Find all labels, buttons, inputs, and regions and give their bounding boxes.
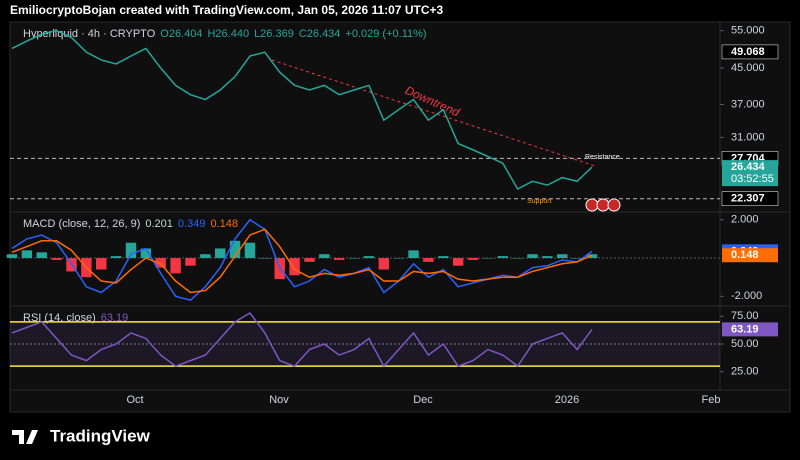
histogram-bar [393,258,404,259]
price-label-box [721,44,779,60]
last-value-label: 63.19 [731,323,759,335]
histogram-bar [497,256,508,259]
histogram-bar [438,256,449,259]
flag-icons [585,198,621,212]
resistance-annotation: Resistance [585,154,620,161]
histogram-bar [482,258,494,259]
ohlc-value: H26.440 [207,28,249,40]
header-title: EmiliocryptoBojan created with TradingVi… [10,3,443,17]
histogram-bar [423,258,434,262]
series-line [11,218,593,301]
ohlc-value: +0.029 (+0.11%) [345,28,426,40]
last-value-box [722,322,778,337]
series-line [11,228,593,294]
x-tick-label: 2026 [555,394,579,406]
y-tick-label: -2.000 [731,290,762,302]
histogram-bar [215,248,226,259]
histogram-bar [557,254,568,259]
histogram-bar [289,258,300,276]
support-annotation: Support [527,198,552,205]
y-tick-label: 31.000 [731,131,765,143]
y-tick-label: 2.000 [731,214,759,226]
histogram-bar [110,256,122,259]
histogram-bar [586,254,598,259]
bar-countdown: 03:52:55 [731,173,774,185]
last-value-label: 0.148 [731,249,759,261]
legend-value: 63.19 [101,312,129,324]
x-tick-label: Dec [413,394,433,406]
histogram-bar [348,258,360,259]
histogram-bar [140,248,152,259]
pane-title: RSI (14, close) [23,312,96,324]
y-tick-label: 75.00 [731,310,759,322]
histogram-bar [408,250,419,259]
brand-logo: TradingView [12,426,151,445]
legend-value: 0.349 [178,218,206,230]
histogram-bar [512,258,523,259]
histogram-bar [6,254,18,259]
x-tick-label: Nov [269,394,289,406]
legend-value: 0.148 [210,218,238,230]
histogram-bar [304,258,315,262]
histogram-bar [452,258,464,266]
price-label: 49.068 [731,46,765,58]
last-value-box [722,248,778,263]
brand-name: TradingView [50,426,151,445]
y-tick-label: 50.00 [731,338,759,350]
histogram-bar [378,258,389,270]
y-tick-label: 37.000 [731,98,765,110]
histogram-bar [185,258,196,266]
histogram-bar [333,258,345,260]
histogram-bar [244,242,256,259]
histogram-bar [36,252,47,259]
histogram-bar [155,258,166,268]
last-value-box [722,160,778,187]
legend-value: 0.201 [145,218,173,230]
histogram-bar [259,258,271,259]
pane-title: MACD (close, 12, 26, 9) [23,218,140,230]
y-tick-label: 45.000 [731,62,765,74]
histogram-bar [319,254,330,259]
ohlc-value: O26.404 [160,28,202,40]
histogram-bar [527,254,538,259]
pane-legend: Hyperliquid · 4h · CRYPTO O26.404 H26.440 L… [23,28,427,40]
price-label-box [721,191,779,207]
histogram-bar [170,258,181,274]
y-tick-label: 55.000 [731,25,765,37]
rsi-band-fill [10,321,720,367]
histogram-bar [229,240,241,259]
trend-line [271,59,596,167]
histogram-bar [363,256,375,259]
histogram-bar [571,258,583,259]
x-tick-label: Oct [126,394,143,406]
series-line [11,29,593,191]
histogram-bar [125,242,137,259]
y-tick-label: 25.00 [731,366,759,378]
histogram-bar [542,256,553,259]
histogram-bar [51,258,62,260]
histogram-bar [200,254,211,259]
pane-legend: MACD (close, 12, 26, 9) 0.201 0.349 0.148 [23,218,238,230]
histogram-bar [467,258,479,260]
ohlc-value: L26.369 [254,28,294,40]
histogram-bar [21,250,33,259]
price-label: 22.307 [731,193,765,205]
histogram-bar [96,258,107,270]
series-line [11,311,593,368]
ohlc-value: C26.434 [299,28,341,40]
x-tick-label: Feb [702,394,721,406]
pane-legend: RSI (14, close) 63.19 [23,312,128,324]
last-value-label: 26.434 [731,161,766,173]
